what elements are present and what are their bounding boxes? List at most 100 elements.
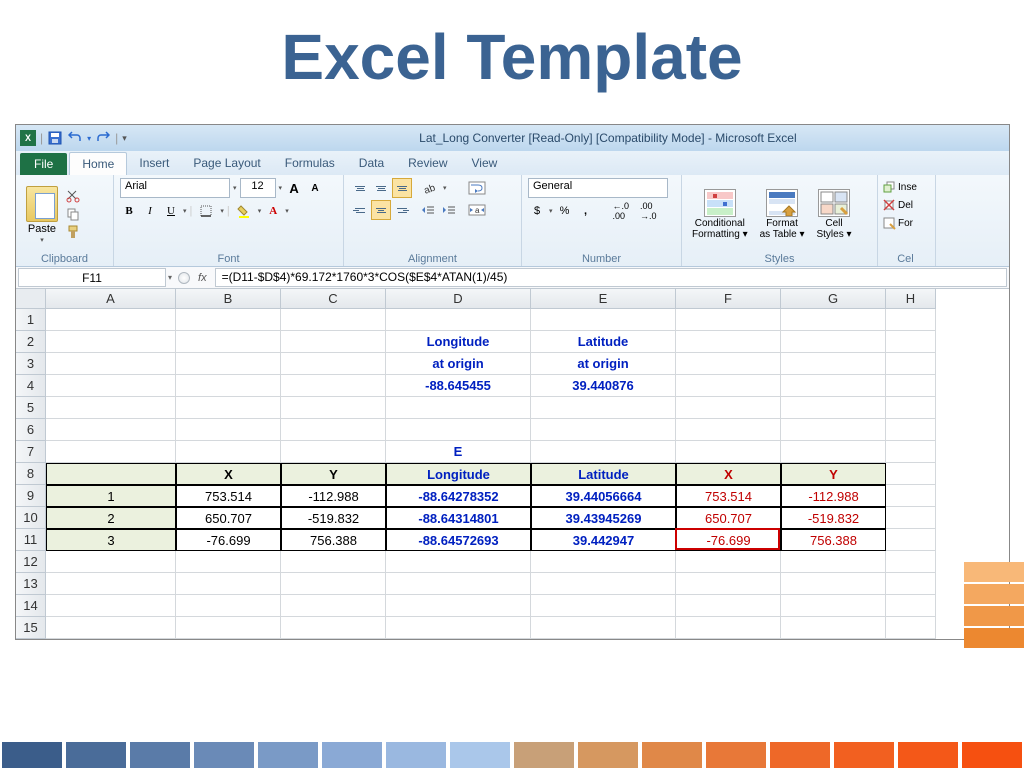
indent-dec-button[interactable] — [418, 200, 438, 220]
cell[interactable]: Y — [281, 463, 386, 485]
cell[interactable] — [46, 353, 176, 375]
tab-review[interactable]: Review — [396, 152, 459, 175]
cell[interactable] — [176, 551, 281, 573]
inc-decimal-button[interactable]: ←.0.00 — [609, 201, 634, 221]
cell[interactable] — [531, 419, 676, 441]
col-header-C[interactable]: C — [281, 289, 386, 309]
cell[interactable] — [781, 375, 886, 397]
format-painter-icon[interactable] — [66, 225, 82, 241]
cell[interactable] — [281, 419, 386, 441]
cell[interactable] — [46, 309, 176, 331]
cell[interactable]: 39.43945269 — [531, 507, 676, 529]
cell[interactable]: at origin — [531, 353, 676, 375]
cell[interactable] — [281, 375, 386, 397]
cell[interactable]: 2 — [46, 507, 176, 529]
cell[interactable] — [886, 441, 936, 463]
align-top-button[interactable] — [350, 178, 370, 198]
cell[interactable]: 3 — [46, 529, 176, 551]
grow-font-button[interactable]: A — [285, 178, 303, 198]
cell[interactable] — [386, 551, 531, 573]
cell[interactable]: X — [676, 463, 781, 485]
cell[interactable]: E — [386, 441, 531, 463]
row-header-3[interactable]: 3 — [16, 353, 46, 375]
cell[interactable] — [886, 463, 936, 485]
tab-insert[interactable]: Insert — [127, 152, 181, 175]
cell[interactable] — [531, 595, 676, 617]
font-size-select[interactable]: 12 — [240, 178, 276, 198]
cell[interactable]: 1 — [46, 485, 176, 507]
cell[interactable] — [176, 419, 281, 441]
col-header-D[interactable]: D — [386, 289, 531, 309]
orientation-button[interactable]: ab — [418, 178, 442, 198]
cell[interactable]: 39.442947 — [531, 529, 676, 551]
align-right-button[interactable] — [392, 200, 412, 220]
cell[interactable] — [281, 551, 386, 573]
paste-button[interactable]: Paste ▾ — [22, 184, 62, 246]
align-bottom-button[interactable] — [392, 178, 412, 198]
format-button[interactable]: For — [882, 214, 929, 232]
cell[interactable] — [386, 397, 531, 419]
format-table-button[interactable]: Formatas Table ▾ — [756, 187, 809, 242]
font-color-button[interactable]: A — [264, 201, 282, 221]
cell[interactable]: -88.645455 — [386, 375, 531, 397]
cell[interactable] — [886, 375, 936, 397]
cell[interactable] — [886, 485, 936, 507]
row-header-6[interactable]: 6 — [16, 419, 46, 441]
cell[interactable] — [781, 551, 886, 573]
cell[interactable] — [176, 353, 281, 375]
col-header-E[interactable]: E — [531, 289, 676, 309]
cell[interactable] — [46, 397, 176, 419]
cell[interactable]: -88.64278352 — [386, 485, 531, 507]
cell[interactable] — [46, 441, 176, 463]
cell[interactable] — [676, 441, 781, 463]
cell[interactable] — [281, 397, 386, 419]
cell[interactable]: -88.64572693 — [386, 529, 531, 551]
tab-formulas[interactable]: Formulas — [273, 152, 347, 175]
percent-button[interactable]: % — [556, 201, 574, 221]
cell[interactable] — [46, 463, 176, 485]
cell[interactable]: 650.707 — [176, 507, 281, 529]
cell[interactable] — [676, 375, 781, 397]
indent-inc-button[interactable] — [439, 200, 459, 220]
cell[interactable] — [176, 573, 281, 595]
cell[interactable]: 753.514 — [176, 485, 281, 507]
cell[interactable] — [781, 331, 886, 353]
cell[interactable] — [676, 573, 781, 595]
row-header-2[interactable]: 2 — [16, 331, 46, 353]
cell[interactable] — [781, 397, 886, 419]
comma-button[interactable]: , — [577, 201, 595, 221]
cell[interactable] — [531, 573, 676, 595]
tab-page-layout[interactable]: Page Layout — [181, 152, 272, 175]
number-format-select[interactable]: General — [528, 178, 668, 198]
row-header-14[interactable]: 14 — [16, 595, 46, 617]
cell[interactable] — [281, 441, 386, 463]
undo-icon[interactable] — [67, 130, 83, 146]
tab-file[interactable]: File — [20, 153, 67, 175]
cell[interactable] — [676, 353, 781, 375]
cell[interactable] — [281, 573, 386, 595]
cell[interactable] — [886, 617, 936, 639]
cell[interactable] — [676, 397, 781, 419]
row-header-8[interactable]: 8 — [16, 463, 46, 485]
cell[interactable]: -519.832 — [281, 507, 386, 529]
align-center-button[interactable] — [371, 200, 391, 220]
row-header-10[interactable]: 10 — [16, 507, 46, 529]
cell[interactable] — [781, 353, 886, 375]
cell[interactable] — [281, 331, 386, 353]
underline-button[interactable]: U — [162, 201, 180, 221]
cell[interactable] — [886, 353, 936, 375]
insert-button[interactable]: Inse — [882, 178, 929, 196]
cell[interactable] — [281, 309, 386, 331]
cell[interactable] — [886, 573, 936, 595]
cell[interactable]: Longitude — [386, 463, 531, 485]
col-header-B[interactable]: B — [176, 289, 281, 309]
cell[interactable] — [676, 309, 781, 331]
cell[interactable] — [46, 375, 176, 397]
cell[interactable] — [46, 331, 176, 353]
cell[interactable] — [281, 353, 386, 375]
cell[interactable]: Y — [781, 463, 886, 485]
cell[interactable] — [531, 309, 676, 331]
align-middle-button[interactable] — [371, 178, 391, 198]
cell[interactable]: -76.699 — [176, 529, 281, 551]
cell[interactable] — [781, 573, 886, 595]
